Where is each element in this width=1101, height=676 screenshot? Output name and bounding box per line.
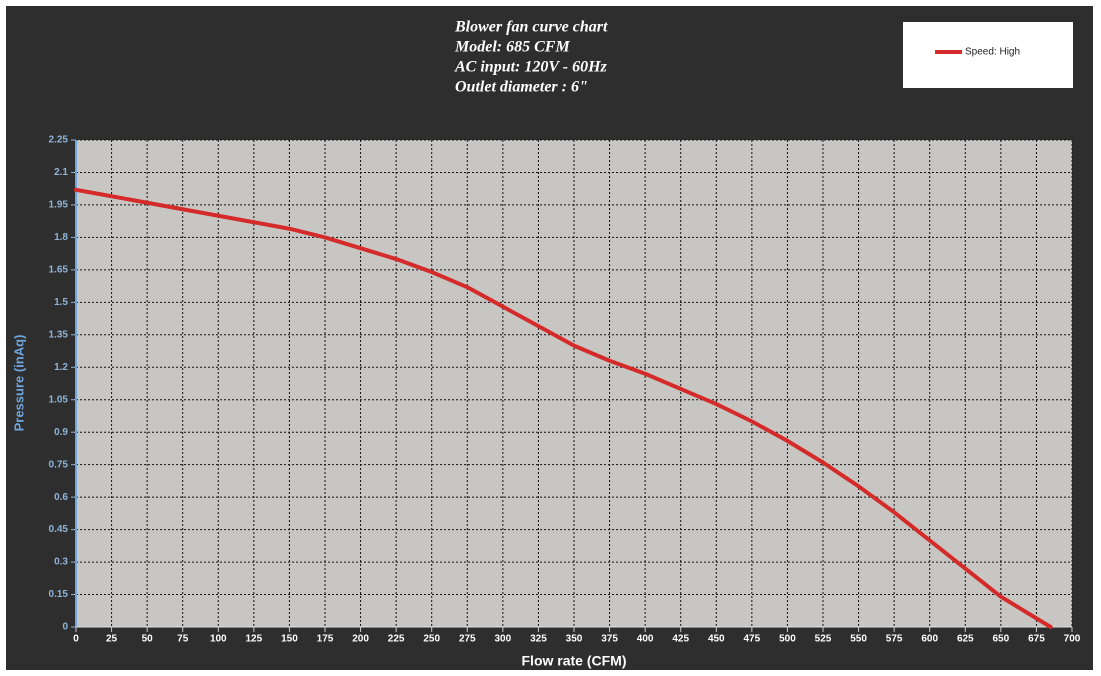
x-tick-label: 25	[106, 634, 118, 645]
y-tick-label: 0.15	[49, 589, 69, 600]
chart-subtitle: AC input: 120V - 60Hz	[454, 59, 608, 76]
y-tick-label: 1.2	[54, 362, 68, 373]
chart-subtitle: Model: 685 CFM	[454, 39, 570, 56]
x-tick-label: 75	[177, 634, 189, 645]
x-tick-label: 375	[601, 634, 618, 645]
y-tick-label: 2.1	[54, 167, 68, 178]
x-tick-label: 700	[1064, 634, 1081, 645]
y-tick-label: 1.35	[49, 329, 69, 340]
x-tick-label: 625	[957, 634, 974, 645]
data-line	[74, 187, 1053, 629]
x-tick-label: 350	[566, 634, 583, 645]
x-tick-label: 600	[921, 634, 938, 645]
x-tick-label: 300	[495, 634, 512, 645]
x-tick-label: 275	[459, 634, 476, 645]
x-tick-label: 525	[815, 634, 832, 645]
y-tick-label: 0.6	[54, 492, 68, 503]
x-tick-label: 450	[708, 634, 725, 645]
y-tick-label: 0.3	[54, 557, 68, 568]
y-tick-label: 0.75	[49, 459, 69, 470]
legend	[903, 22, 1073, 88]
y-tick-label: 1.8	[54, 232, 68, 243]
x-tick-label: 200	[352, 634, 369, 645]
x-tick-label: 125	[246, 634, 263, 645]
y-tick-label: 1.05	[49, 394, 69, 405]
chart-title: Blower fan curve chart	[454, 19, 608, 36]
chart-subtitle: Outlet diameter : 6"	[455, 79, 588, 96]
y-tick-label: 0	[62, 622, 68, 633]
y-tick-label: 1.5	[54, 297, 68, 308]
x-tick-label: 575	[886, 634, 903, 645]
x-tick-label: 100	[210, 634, 227, 645]
x-tick-label: 325	[530, 634, 547, 645]
x-tick-label: 475	[744, 634, 761, 645]
y-axis-label: Pressure (inAq)	[11, 335, 26, 432]
y-tick-label: 2.25	[49, 135, 69, 146]
y-tick-label: 0.9	[54, 427, 68, 438]
x-tick-label: 500	[779, 634, 796, 645]
x-tick-label: 150	[281, 634, 298, 645]
x-tick-label: 175	[317, 634, 334, 645]
x-tick-label: 675	[1028, 634, 1045, 645]
x-axis-label: Flow rate (CFM)	[522, 653, 627, 669]
x-tick-label: 225	[388, 634, 405, 645]
x-tick-label: 50	[142, 634, 154, 645]
y-tick-label: 1.95	[49, 200, 69, 211]
x-tick-label: 550	[850, 634, 867, 645]
x-tick-label: 400	[637, 634, 654, 645]
x-tick-label: 0	[73, 634, 79, 645]
y-tick-label: 1.65	[49, 265, 69, 276]
y-tick-label: 0.45	[49, 524, 69, 535]
x-tick-label: 250	[423, 634, 440, 645]
legend-label: Speed: High	[965, 47, 1020, 58]
x-tick-label: 650	[993, 634, 1010, 645]
x-tick-label: 425	[672, 634, 689, 645]
